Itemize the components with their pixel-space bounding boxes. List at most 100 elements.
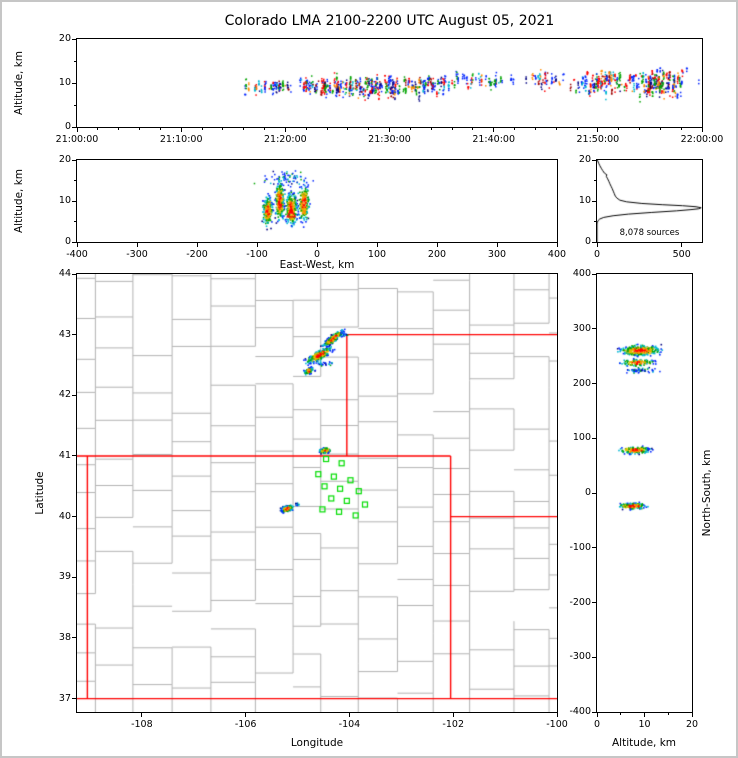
axis-tick xyxy=(644,713,645,717)
axis-tick xyxy=(76,128,78,132)
axis-tick xyxy=(243,128,245,130)
axis-tick xyxy=(72,241,76,243)
tick-label: 37 xyxy=(58,692,71,704)
axis-tick xyxy=(139,128,140,130)
tick-label: -102 xyxy=(442,719,464,730)
ew-panel-xlabel: East-West, km xyxy=(279,259,355,271)
tick-label: 0 xyxy=(584,236,591,247)
map-xlabel: Longitude xyxy=(290,737,344,749)
tick-label: 300 xyxy=(487,249,507,260)
axis-tick xyxy=(348,713,350,717)
axis-tick xyxy=(368,128,370,130)
tick-label: 400 xyxy=(572,268,591,279)
ew-panel-ylabel: Altitude, km xyxy=(13,168,25,234)
axis-tick xyxy=(222,128,224,130)
axis-tick xyxy=(180,128,182,132)
tick-label: -106 xyxy=(234,719,257,730)
axis-tick xyxy=(409,128,411,130)
tick-label: 42 xyxy=(58,389,71,401)
axis-tick xyxy=(639,128,640,130)
axis-tick xyxy=(681,243,683,247)
axis-tick xyxy=(72,159,76,161)
axis-tick xyxy=(305,128,307,130)
axis-tick xyxy=(74,60,76,62)
axis-tick xyxy=(245,713,247,717)
axis-tick xyxy=(701,128,703,132)
tick-label: 0 xyxy=(593,719,601,730)
axis-tick xyxy=(592,547,596,549)
tick-label: 200 xyxy=(427,249,447,260)
axis-tick xyxy=(136,243,138,247)
axis-tick xyxy=(326,128,328,130)
east-west-altitude-panel xyxy=(76,159,558,243)
axis-tick xyxy=(256,243,258,247)
axis-tick xyxy=(592,383,596,384)
tick-label: -200 xyxy=(186,249,208,260)
tick-label: 100 xyxy=(572,432,591,444)
axis-tick xyxy=(472,128,474,130)
tick-label: 21:00:00 xyxy=(55,134,99,145)
axis-tick xyxy=(72,273,76,275)
ns-panel-ylabel: North-South, km xyxy=(701,449,713,537)
tick-label: -400 xyxy=(569,706,591,717)
axis-tick xyxy=(496,243,498,247)
axis-tick xyxy=(576,128,578,130)
axis-tick xyxy=(493,128,495,132)
tick-label: 21:50:00 xyxy=(576,134,620,145)
axis-tick xyxy=(592,492,596,494)
tick-label: 20 xyxy=(58,154,71,165)
tick-label: 0 xyxy=(64,121,71,132)
axis-tick xyxy=(592,273,596,275)
axis-tick xyxy=(592,437,596,439)
axis-tick xyxy=(592,328,596,330)
axis-tick xyxy=(597,128,599,132)
axis-tick xyxy=(667,713,669,715)
axis-tick xyxy=(514,128,515,130)
tick-label: 10 xyxy=(58,195,71,206)
axis-tick xyxy=(389,128,390,132)
tick-label: 44 xyxy=(58,268,71,279)
axis-tick xyxy=(97,128,99,130)
tick-label: -300 xyxy=(126,249,148,260)
tick-label: 10 xyxy=(578,195,591,206)
tick-label: 0 xyxy=(313,249,321,260)
axis-tick xyxy=(141,713,143,717)
axis-tick xyxy=(556,713,558,717)
tick-label: 10 xyxy=(58,77,71,88)
axis-tick xyxy=(451,128,453,130)
axis-tick xyxy=(72,126,76,128)
axis-tick xyxy=(74,180,76,181)
tick-label: 500 xyxy=(672,249,691,260)
axis-tick xyxy=(691,713,693,717)
tick-label: -400 xyxy=(66,249,88,260)
axis-tick xyxy=(118,128,120,130)
tick-label: 40 xyxy=(58,510,71,522)
axis-tick xyxy=(72,516,76,518)
axis-tick xyxy=(594,180,596,181)
ns-panel-xlabel: Altitude, km xyxy=(611,737,677,749)
time-height-panel xyxy=(76,38,703,128)
tick-label: 400 xyxy=(547,249,567,260)
altitude-histogram-panel xyxy=(596,159,703,243)
tick-label: 22:00:00 xyxy=(680,134,724,145)
axis-tick xyxy=(556,243,558,247)
tick-label: 43 xyxy=(58,328,71,340)
axis-tick xyxy=(72,200,76,202)
tick-label: 20 xyxy=(578,154,591,165)
axis-tick xyxy=(284,128,286,132)
plan-view-map-panel xyxy=(76,273,558,713)
tick-label: -200 xyxy=(569,596,591,608)
axis-tick xyxy=(592,656,596,658)
axis-tick xyxy=(592,200,596,202)
tick-label: 21:10:00 xyxy=(159,134,203,145)
axis-tick xyxy=(596,243,598,247)
tick-label: 300 xyxy=(572,322,591,334)
axis-tick xyxy=(452,713,454,717)
axis-tick xyxy=(72,38,76,40)
axis-tick xyxy=(74,221,76,222)
axis-tick xyxy=(74,104,76,106)
axis-tick xyxy=(592,711,596,713)
tick-label: 0 xyxy=(64,236,71,247)
axis-tick xyxy=(618,128,620,130)
